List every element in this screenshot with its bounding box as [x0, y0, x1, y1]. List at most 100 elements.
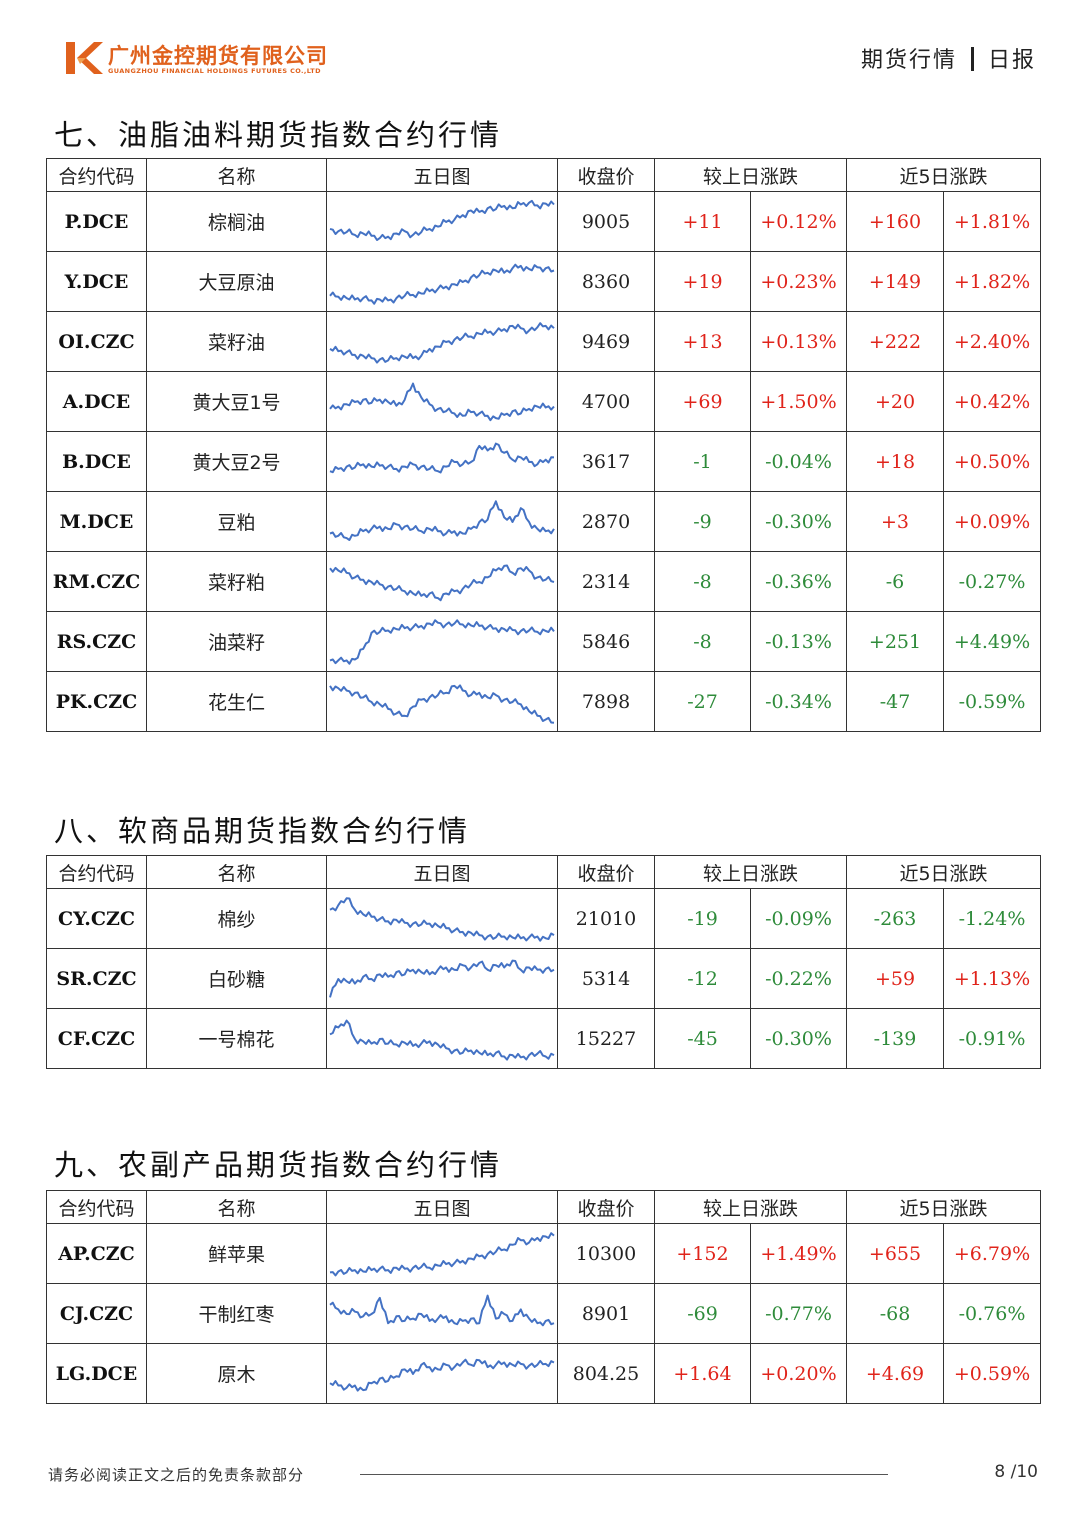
section-title: 八、软商品期货指数合约行情 [54, 814, 471, 848]
report-frequency: 日报 [987, 48, 1036, 73]
daily-change-pct: -0.30% [749, 491, 848, 552]
five-day-change-pct: +1.81% [943, 191, 1042, 252]
contract-code: A.DCE [46, 371, 147, 432]
column-header-chart: 五日图 [326, 1190, 558, 1224]
close-price: 5314 [557, 948, 655, 1009]
table-row: AP.CZC 鲜苹果 10300 +152 +1.49% +655 +6.79% [46, 1223, 1042, 1284]
daily-change-abs: -9 [654, 491, 751, 552]
sparkline-series [329, 683, 555, 724]
sparkline-series [329, 321, 555, 364]
daily-change-pct: -0.30% [749, 1008, 848, 1069]
five-day-change-pct: +0.09% [943, 491, 1042, 552]
contract-name: 干制红枣 [146, 1283, 327, 1344]
quote-table: 合约代码 名称 五日图 收盘价 较上日涨跌 近5日涨跌 CY.CZC 棉纱 21010 -19 -0… [46, 855, 1042, 1069]
column-header-close: 收盘价 [557, 158, 655, 192]
five-day-chart [326, 491, 558, 552]
close-price: 2314 [557, 551, 655, 612]
contract-code: P.DCE [46, 191, 147, 252]
close-price: 15227 [557, 1008, 655, 1069]
table-row: SR.CZC 白砂糖 5314 -12 -0.22% +59 +1.13% [46, 948, 1042, 1009]
five-day-change-abs: +4.69 [846, 1343, 945, 1404]
column-header-code: 合约代码 [46, 158, 147, 192]
five-day-change-pct: +1.13% [943, 948, 1042, 1009]
five-day-change-abs: -6 [846, 551, 945, 612]
contract-name: 菜籽油 [146, 311, 327, 372]
sparkline-chart [329, 1231, 555, 1276]
contract-name: 棕榈油 [146, 191, 327, 252]
five-day-chart [326, 948, 558, 1009]
sparkline-series [329, 1231, 555, 1276]
close-price: 9469 [557, 311, 655, 372]
daily-change-abs: +152 [654, 1223, 751, 1284]
five-day-change-pct: +0.42% [943, 371, 1042, 432]
sparkline-chart [329, 199, 555, 241]
five-day-change-pct: -0.59% [943, 671, 1042, 732]
contract-code: RM.CZC [46, 551, 147, 612]
five-day-change-abs: -47 [846, 671, 945, 732]
quote-table: 合约代码 名称 五日图 收盘价 较上日涨跌 近5日涨跌 AP.CZC 鲜苹果 10300 +152… [46, 1190, 1042, 1404]
five-day-chart [326, 371, 558, 432]
table-row: OI.CZC 菜籽油 9469 +13 +0.13% +222 +2.40% [46, 311, 1042, 372]
column-header-five-day: 近5日涨跌 [846, 158, 1042, 192]
sparkline-series [329, 618, 555, 665]
sparkline-chart [329, 618, 555, 665]
contract-name: 花生仁 [146, 671, 327, 732]
company-name-en: GUANGZHOU FINANCIAL HOLDINGS FUTURES CO.… [108, 67, 321, 75]
contract-name: 黄大豆1号 [146, 371, 327, 432]
five-day-change-abs: +20 [846, 371, 945, 432]
daily-change-pct: -0.09% [749, 888, 848, 949]
close-price: 5846 [557, 611, 655, 672]
daily-change-pct: +1.50% [749, 371, 848, 432]
column-header-name: 名称 [146, 1190, 327, 1224]
column-header-chart: 五日图 [326, 158, 558, 192]
quote-table: 合约代码 名称 五日图 收盘价 较上日涨跌 近5日涨跌 P.DCE 棕榈油 9005 +11 +0.… [46, 158, 1042, 732]
logo-k-icon [66, 42, 103, 74]
contract-code: AP.CZC [46, 1223, 147, 1284]
five-day-change-pct: +2.40% [943, 311, 1042, 372]
daily-change-abs: -45 [654, 1008, 751, 1069]
daily-change-abs: -69 [654, 1283, 751, 1344]
column-header-close: 收盘价 [557, 1190, 655, 1224]
sparkline-chart [329, 263, 555, 305]
column-header-name: 名称 [146, 158, 327, 192]
sparkline-series [329, 199, 555, 241]
table-row: B.DCE 黄大豆2号 3617 -1 -0.04% +18 +0.50% [46, 431, 1042, 492]
five-day-change-abs: +160 [846, 191, 945, 252]
sparkline-series [329, 959, 555, 998]
contract-name: 油菜籽 [146, 611, 327, 672]
daily-change-abs: +13 [654, 311, 751, 372]
five-day-chart [326, 551, 558, 612]
close-price: 4700 [557, 371, 655, 432]
close-price: 10300 [557, 1223, 655, 1284]
close-price: 804.25 [557, 1343, 655, 1404]
table-row: LG.DCE 原木 804.25 +1.64 +0.20% +4.69 +0.59% [46, 1343, 1042, 1404]
table-row: CY.CZC 棉纱 21010 -19 -0.09% -263 -1.24% [46, 888, 1042, 949]
contract-name: 豆粕 [146, 491, 327, 552]
sparkline-chart [329, 896, 555, 942]
header-separator [970, 47, 974, 71]
close-price: 3617 [557, 431, 655, 492]
daily-change-abs: +69 [654, 371, 751, 432]
footer-rule [360, 1474, 888, 1475]
five-day-change-abs: -139 [846, 1008, 945, 1069]
column-header-daily: 较上日涨跌 [653, 158, 848, 192]
five-day-chart [326, 611, 558, 672]
table-header-row: 合约代码 名称 五日图 收盘价 较上日涨跌 近5日涨跌 [46, 855, 1042, 889]
daily-change-abs: -19 [654, 888, 751, 949]
sparkline-chart [329, 564, 555, 601]
daily-change-abs: +19 [654, 251, 751, 312]
contract-name: 一号棉花 [146, 1008, 327, 1069]
contract-name: 原木 [146, 1343, 327, 1404]
sparkline-series [329, 896, 555, 942]
contract-name: 菜籽粕 [146, 551, 327, 612]
company-name-cn: 广州金控期货有限公司 [108, 44, 328, 68]
daily-change-pct: +0.23% [749, 251, 848, 312]
five-day-chart [326, 1343, 558, 1404]
page-header: 广州金控期货有限公司 GUANGZHOU FINANCIAL HOLDINGS … [0, 0, 1080, 95]
sparkline-chart [329, 1019, 555, 1061]
five-day-change-pct: +0.50% [943, 431, 1042, 492]
five-day-change-pct: -1.24% [943, 888, 1042, 949]
page-number: 8 /10 [994, 1462, 1038, 1482]
five-day-change-abs: -263 [846, 888, 945, 949]
five-day-chart [326, 888, 558, 949]
